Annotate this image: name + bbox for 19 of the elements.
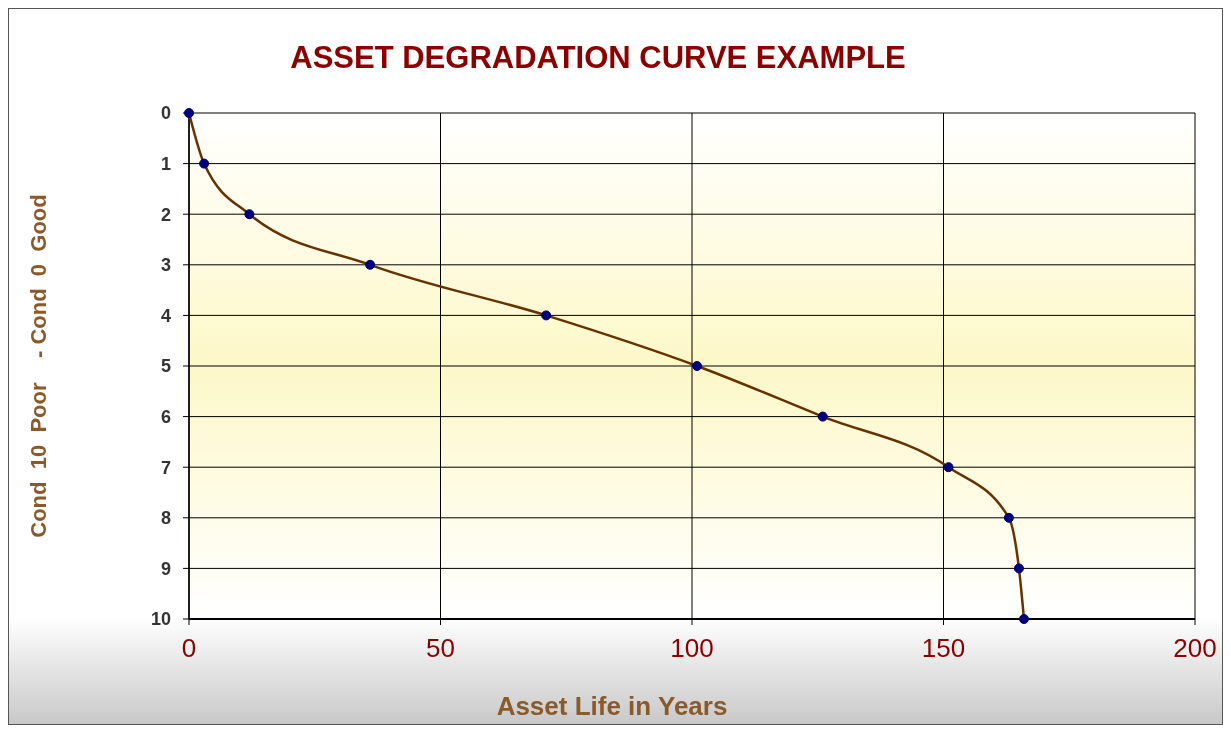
- y-tick-label: 7: [160, 457, 171, 478]
- y-tick-label: 9: [160, 558, 171, 579]
- x-axis-title: Asset Life in Years: [496, 691, 728, 721]
- y-tick-label: 2: [160, 204, 171, 225]
- x-tick-label: 150: [921, 633, 966, 663]
- x-tick-label: 100: [670, 633, 714, 663]
- y-tick-label: 4: [160, 305, 171, 326]
- y-tick-label: 10: [150, 609, 171, 630]
- chart-title: ASSET DEGRADATION CURVE EXAMPLE: [290, 40, 906, 75]
- y-tick-label: 1: [160, 153, 171, 174]
- y-tick-label: 5: [160, 356, 171, 377]
- x-tick-label: 0: [181, 633, 197, 663]
- x-tick-label: 200: [1173, 633, 1217, 663]
- y-tick-label: 6: [160, 406, 171, 427]
- y-tick-label: 8: [160, 508, 171, 529]
- y-tick-label: 0: [160, 103, 171, 124]
- x-tick-label: 50: [426, 633, 455, 663]
- y-axis-title: Cond 10 Poor - Cond 0 Good: [26, 194, 51, 538]
- y-tick-label: 3: [160, 255, 171, 276]
